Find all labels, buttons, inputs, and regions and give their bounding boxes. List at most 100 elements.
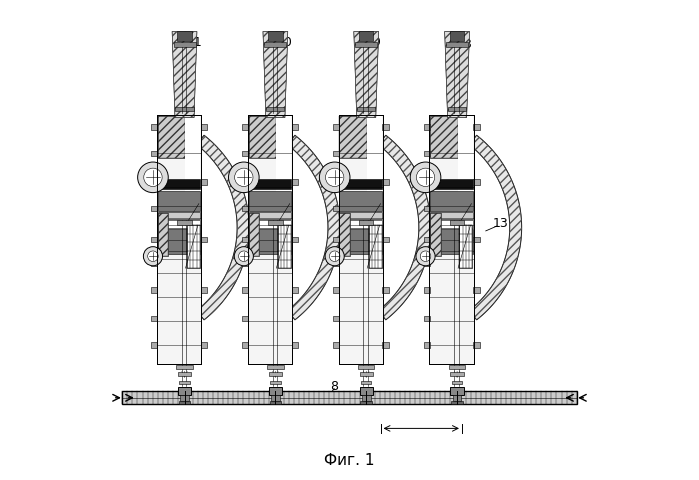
- Bar: [242, 125, 248, 131]
- Bar: [429, 116, 474, 364]
- Bar: [242, 237, 248, 243]
- Circle shape: [235, 169, 253, 187]
- Bar: [158, 117, 185, 159]
- Bar: [158, 229, 201, 254]
- Text: 8: 8: [330, 379, 338, 392]
- Bar: [173, 43, 196, 48]
- Bar: [355, 43, 377, 48]
- Circle shape: [417, 169, 435, 187]
- Bar: [291, 287, 298, 293]
- Bar: [151, 237, 157, 243]
- Bar: [359, 221, 373, 226]
- Bar: [340, 229, 382, 254]
- Text: 10: 10: [277, 36, 293, 48]
- Bar: [151, 180, 157, 186]
- Bar: [382, 287, 389, 293]
- Text: 11: 11: [186, 36, 202, 48]
- Bar: [201, 342, 207, 348]
- Bar: [448, 108, 466, 112]
- Bar: [158, 180, 201, 190]
- Polygon shape: [172, 33, 197, 118]
- Circle shape: [410, 163, 441, 193]
- Bar: [450, 33, 464, 42]
- Circle shape: [234, 247, 253, 266]
- Bar: [340, 214, 350, 257]
- Circle shape: [329, 252, 340, 262]
- Bar: [242, 342, 248, 348]
- Bar: [242, 261, 248, 267]
- Circle shape: [319, 163, 350, 193]
- Bar: [424, 180, 430, 186]
- Bar: [333, 237, 339, 243]
- Bar: [268, 387, 282, 395]
- Bar: [157, 116, 201, 364]
- Bar: [271, 395, 280, 401]
- Bar: [359, 33, 373, 42]
- Bar: [446, 43, 468, 48]
- Bar: [249, 213, 291, 220]
- Bar: [382, 342, 389, 348]
- Bar: [424, 316, 430, 322]
- Bar: [459, 226, 473, 269]
- Bar: [458, 117, 473, 204]
- Text: 3: 3: [463, 38, 470, 51]
- Polygon shape: [157, 116, 201, 364]
- Bar: [424, 206, 430, 212]
- Circle shape: [138, 163, 168, 193]
- Bar: [431, 221, 473, 228]
- Bar: [449, 365, 466, 369]
- Bar: [473, 180, 480, 186]
- Bar: [242, 206, 248, 212]
- Bar: [291, 180, 298, 186]
- Circle shape: [147, 252, 158, 262]
- Bar: [267, 365, 284, 369]
- Bar: [264, 43, 287, 48]
- Bar: [450, 387, 464, 395]
- Bar: [368, 226, 382, 269]
- Bar: [278, 226, 291, 269]
- Bar: [333, 180, 339, 186]
- Bar: [179, 401, 190, 405]
- Bar: [249, 117, 276, 159]
- Bar: [242, 287, 248, 293]
- Polygon shape: [469, 136, 521, 320]
- Bar: [333, 206, 339, 212]
- Bar: [340, 192, 382, 211]
- Bar: [424, 261, 430, 267]
- Bar: [382, 237, 389, 243]
- Bar: [249, 221, 291, 228]
- Bar: [178, 221, 192, 226]
- Polygon shape: [354, 33, 379, 118]
- Bar: [270, 401, 281, 405]
- Bar: [158, 192, 201, 211]
- Bar: [452, 381, 462, 384]
- Bar: [450, 221, 464, 226]
- Bar: [249, 192, 291, 211]
- Bar: [151, 261, 157, 267]
- Bar: [431, 117, 458, 159]
- Bar: [340, 221, 382, 228]
- Bar: [359, 372, 373, 376]
- Bar: [201, 237, 207, 243]
- Polygon shape: [338, 116, 383, 364]
- Bar: [178, 33, 192, 42]
- Bar: [357, 108, 375, 112]
- Bar: [249, 214, 259, 257]
- Bar: [333, 316, 339, 322]
- Polygon shape: [196, 136, 249, 320]
- Bar: [268, 372, 282, 376]
- Bar: [201, 180, 207, 186]
- Polygon shape: [263, 33, 288, 118]
- Polygon shape: [445, 33, 470, 118]
- Bar: [431, 213, 473, 220]
- Bar: [151, 206, 157, 212]
- Bar: [151, 316, 157, 322]
- Bar: [362, 395, 370, 401]
- Bar: [176, 365, 193, 369]
- Circle shape: [416, 247, 435, 266]
- Text: 13: 13: [492, 217, 508, 230]
- Bar: [473, 237, 480, 243]
- Bar: [361, 381, 371, 384]
- Polygon shape: [378, 136, 431, 320]
- Circle shape: [325, 247, 344, 266]
